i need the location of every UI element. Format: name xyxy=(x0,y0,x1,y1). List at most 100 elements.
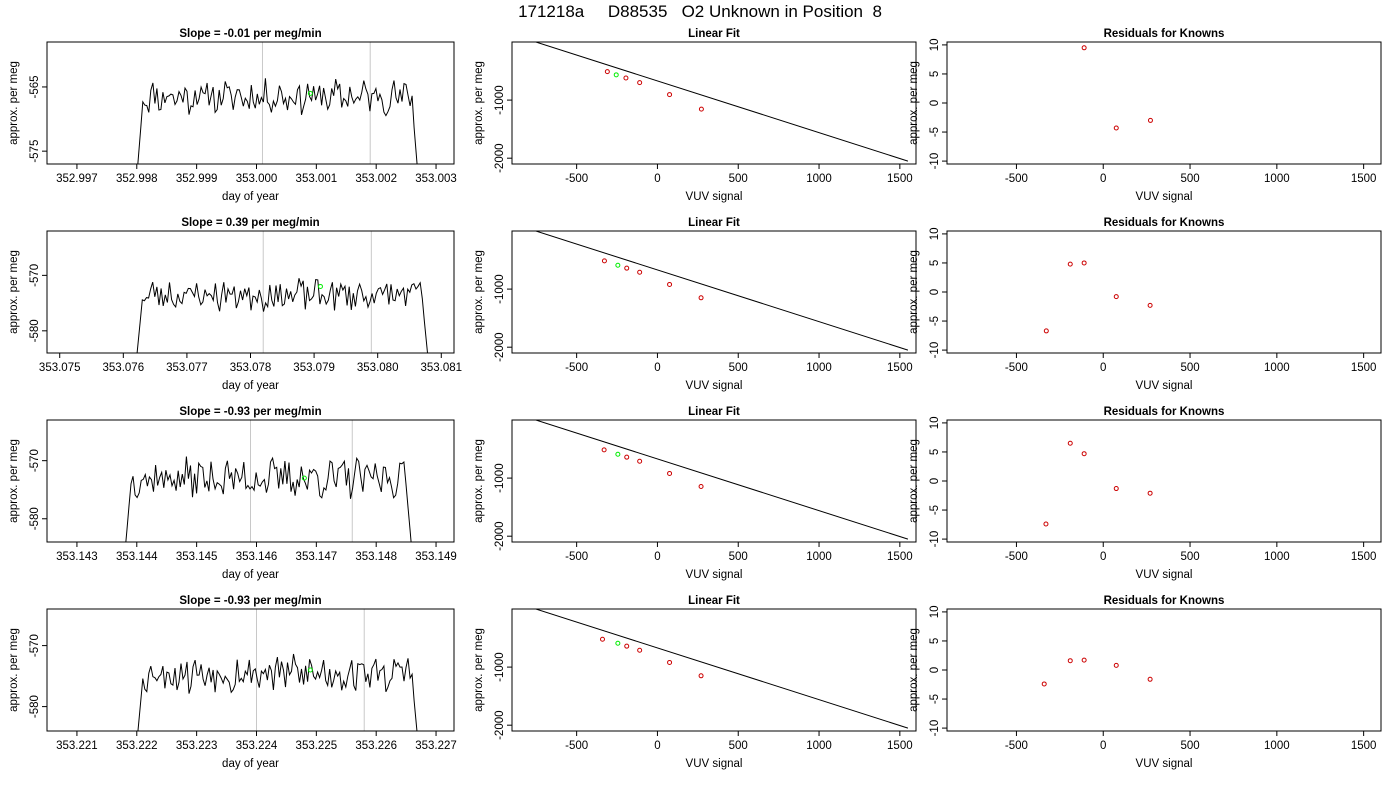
x-tick-label: 500 xyxy=(729,362,748,374)
panel-r3-c3: Residuals for Knowns -500 0 500 1000 1500 10 5 0… xyxy=(908,406,1382,581)
y-tick-label: -1000 xyxy=(494,463,506,492)
plot-frame xyxy=(511,608,917,732)
x-tick-label: 353.081 xyxy=(420,362,462,374)
known-point xyxy=(698,106,704,112)
y-tick-label: -2000 xyxy=(494,143,506,172)
plot-frame xyxy=(946,230,1382,354)
panel-title: Linear Fit xyxy=(688,595,740,607)
x-tick-label: 353.227 xyxy=(415,740,457,752)
plot-area xyxy=(1081,45,1153,131)
known-point xyxy=(624,454,630,460)
plot-area xyxy=(1043,440,1153,527)
x-tick-label: 352.998 xyxy=(116,173,158,185)
known-point xyxy=(637,458,643,464)
plot-frame xyxy=(946,608,1382,732)
plot-frame xyxy=(511,419,917,543)
x-tick-label: 0 xyxy=(1100,740,1106,752)
y-axis-label: approx. per meg xyxy=(908,250,920,334)
panel-r1-c2: Linear Fit -500 0 500 1000 1500 -1000 -2000 VUV … xyxy=(473,28,917,203)
panel-title: Slope = -0.93 per meg/min xyxy=(179,595,321,607)
x-tick-label: -500 xyxy=(1005,551,1028,563)
x-tick-label: 1500 xyxy=(1351,740,1377,752)
y-tick-label: 5 xyxy=(929,71,941,77)
known-point xyxy=(637,269,643,275)
plot-frame xyxy=(946,419,1382,543)
panel-r2-c3: Residuals for Knowns -500 0 500 1000 1500 10 5 0… xyxy=(908,217,1382,392)
panel-title: Residuals for Knowns xyxy=(1104,406,1225,418)
plot-area xyxy=(137,42,418,164)
x-tick-label: 353.080 xyxy=(357,362,399,374)
x-tick-label: 353.003 xyxy=(415,173,457,185)
y-tick-label: -570 xyxy=(29,449,41,472)
residual-point xyxy=(1081,451,1087,457)
x-tick-label: 353.079 xyxy=(293,362,335,374)
y-tick-label: 5 xyxy=(929,449,941,455)
residual-point xyxy=(1113,294,1119,300)
x-axis-label: day of year xyxy=(222,569,279,581)
x-axis-label: VUV signal xyxy=(1136,569,1193,581)
x-tick-label: 352.997 xyxy=(56,173,98,185)
plot-frame xyxy=(46,230,455,354)
residual-point xyxy=(1067,440,1073,446)
y-tick-label: 10 xyxy=(929,606,941,619)
y-tick-label: -570 xyxy=(29,634,41,657)
residual-point xyxy=(1041,681,1047,687)
y-tick-label: -1000 xyxy=(494,274,506,303)
fit-line xyxy=(534,42,909,162)
x-tick-label: 1000 xyxy=(806,551,832,563)
panel-title: Slope = 0.39 per meg/min xyxy=(181,217,319,229)
x-tick-label: 0 xyxy=(1100,173,1106,185)
x-tick-label: 1500 xyxy=(1351,362,1377,374)
residual-point xyxy=(1147,490,1153,496)
plot-area xyxy=(136,231,429,353)
x-tick-label: 500 xyxy=(729,740,748,752)
x-tick-label: 352.999 xyxy=(176,173,218,185)
unknown-point xyxy=(615,262,621,268)
plot-area xyxy=(534,609,909,729)
signal-trace xyxy=(137,653,418,731)
x-axis-label: day of year xyxy=(222,380,279,392)
unknown-point xyxy=(615,451,621,457)
y-tick-label: -5 xyxy=(929,694,941,704)
x-tick-label: 353.224 xyxy=(236,740,278,752)
x-tick-label: 500 xyxy=(1180,740,1199,752)
known-point xyxy=(698,484,704,490)
y-tick-label: -5 xyxy=(929,316,941,326)
x-tick-label: 353.145 xyxy=(176,551,218,563)
residual-point xyxy=(1147,676,1153,682)
y-tick-label: -10 xyxy=(929,531,941,548)
panel-r3-c1: Slope = -0.93 per meg/min 353.143 353.144 3… xyxy=(8,406,457,581)
known-point xyxy=(667,470,673,476)
y-axis-label: approx. per meg xyxy=(473,628,485,712)
panel-r2-c1: Slope = 0.39 per meg/min 353.075 353.076 35… xyxy=(8,217,462,392)
panel-r1-c3: Residuals for Knowns -500 0 500 1000 1500 10 5 0… xyxy=(908,28,1382,203)
panel-r2-c2: Linear Fit -500 0 500 1000 1500 -1000 -2000 VUV … xyxy=(473,217,917,392)
y-tick-label: 0 xyxy=(929,100,941,106)
known-point xyxy=(667,659,673,665)
x-tick-label: 353.144 xyxy=(116,551,158,563)
plot-area xyxy=(534,420,909,540)
y-tick-label: -575 xyxy=(29,140,41,163)
y-tick-label: 10 xyxy=(929,39,941,52)
residual-point xyxy=(1067,261,1073,267)
panel-r3-c2: Linear Fit -500 0 500 1000 1500 -1000 -2000 VUV … xyxy=(473,406,917,581)
y-tick-label: -5 xyxy=(929,505,941,515)
panel-title: Linear Fit xyxy=(688,406,740,418)
x-tick-label: 1500 xyxy=(887,740,913,752)
panel-title: Linear Fit xyxy=(688,217,740,229)
known-point xyxy=(601,258,607,264)
x-tick-label: 500 xyxy=(1180,362,1199,374)
y-tick-label: -2000 xyxy=(494,710,506,739)
x-axis-label: VUV signal xyxy=(1136,380,1193,392)
y-axis-label: approx. per meg xyxy=(473,61,485,145)
y-tick-label: 10 xyxy=(929,228,941,241)
signal-trace xyxy=(137,78,418,164)
panel-r4-c1: Slope = -0.93 per meg/min 353.221 353.222 3… xyxy=(8,595,457,770)
x-tick-label: 353.143 xyxy=(56,551,98,563)
x-tick-label: 353.148 xyxy=(355,551,397,563)
y-axis-label: approx. per meg xyxy=(473,439,485,523)
residual-point xyxy=(1147,302,1153,308)
x-tick-label: 0 xyxy=(1100,551,1106,563)
y-axis-label: approx. per meg xyxy=(8,61,20,145)
x-tick-label: -500 xyxy=(565,173,588,185)
